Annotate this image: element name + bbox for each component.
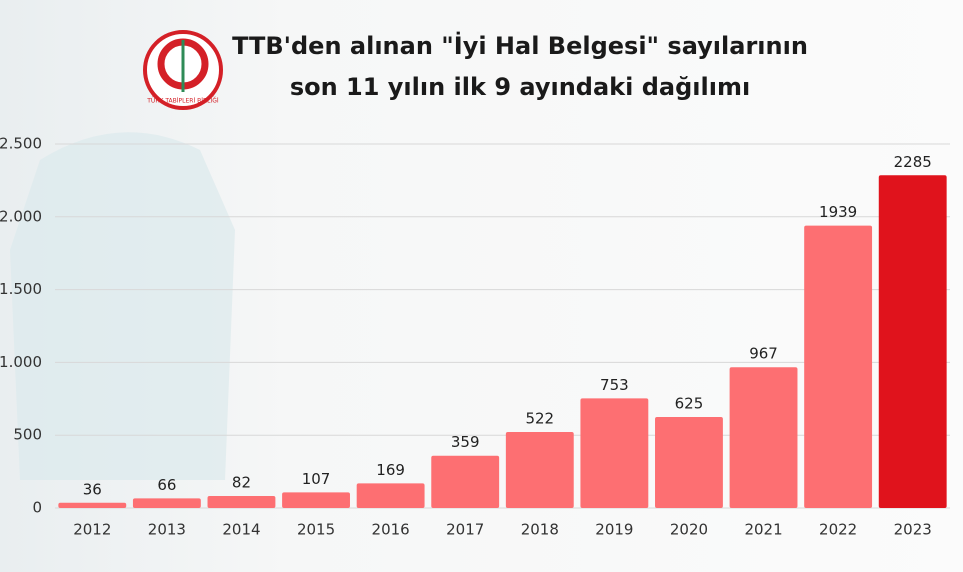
y-tick-label: 1.500	[0, 280, 42, 298]
x-tick-label: 2020	[670, 521, 708, 539]
logo: TÜRK TABİPLERİ BİRLİĞİ	[143, 30, 223, 110]
x-tick-label: 2021	[744, 521, 782, 539]
bar	[878, 175, 947, 508]
value-label: 1939	[819, 203, 857, 221]
x-tick-label: 2018	[521, 521, 559, 539]
bar	[580, 398, 649, 508]
bar	[207, 496, 276, 508]
x-tick-label: 2013	[148, 521, 186, 539]
chart-title: TTB'den alınan "İyi Hal Belgesi" sayılar…	[232, 31, 808, 60]
bar	[356, 483, 425, 508]
value-label: 967	[749, 345, 778, 363]
bar	[58, 502, 127, 508]
chart-title: son 11 yılın ilk 9 ayındaki dağılımı	[290, 73, 750, 101]
x-tick-label: 2016	[372, 521, 410, 539]
x-tick-label: 2015	[297, 521, 335, 539]
y-tick-label: 0	[32, 499, 42, 517]
y-tick-label: 1.000	[0, 353, 42, 371]
x-tick-label: 2017	[446, 521, 484, 539]
bar	[132, 498, 201, 508]
y-tick-label: 500	[13, 426, 42, 444]
value-label: 2285	[894, 153, 932, 171]
value-label: 625	[675, 395, 704, 413]
value-label: 107	[302, 470, 331, 488]
value-label: 66	[157, 476, 176, 494]
bar	[655, 417, 723, 508]
y-tick-label: 2.500	[0, 135, 42, 153]
value-label: 522	[525, 409, 554, 427]
bar	[729, 367, 798, 508]
y-tick-label: 2.000	[0, 207, 42, 225]
value-label: 36	[83, 480, 102, 498]
value-label: 753	[600, 376, 629, 394]
x-tick-label: 2022	[819, 521, 857, 539]
value-label: 169	[376, 461, 405, 479]
x-tick-label: 2014	[222, 521, 260, 539]
bar	[282, 492, 350, 508]
x-tick-label: 2019	[595, 521, 633, 539]
bar	[505, 431, 574, 508]
logo-text: TÜRK TABİPLERİ BİRLİĞİ	[146, 98, 219, 105]
bar	[804, 225, 873, 509]
background-figure	[10, 132, 235, 480]
value-label: 82	[232, 474, 251, 492]
bar	[431, 455, 500, 508]
x-tick-label: 2012	[73, 521, 111, 539]
x-tick-label: 2023	[894, 521, 932, 539]
value-label: 359	[451, 433, 480, 451]
